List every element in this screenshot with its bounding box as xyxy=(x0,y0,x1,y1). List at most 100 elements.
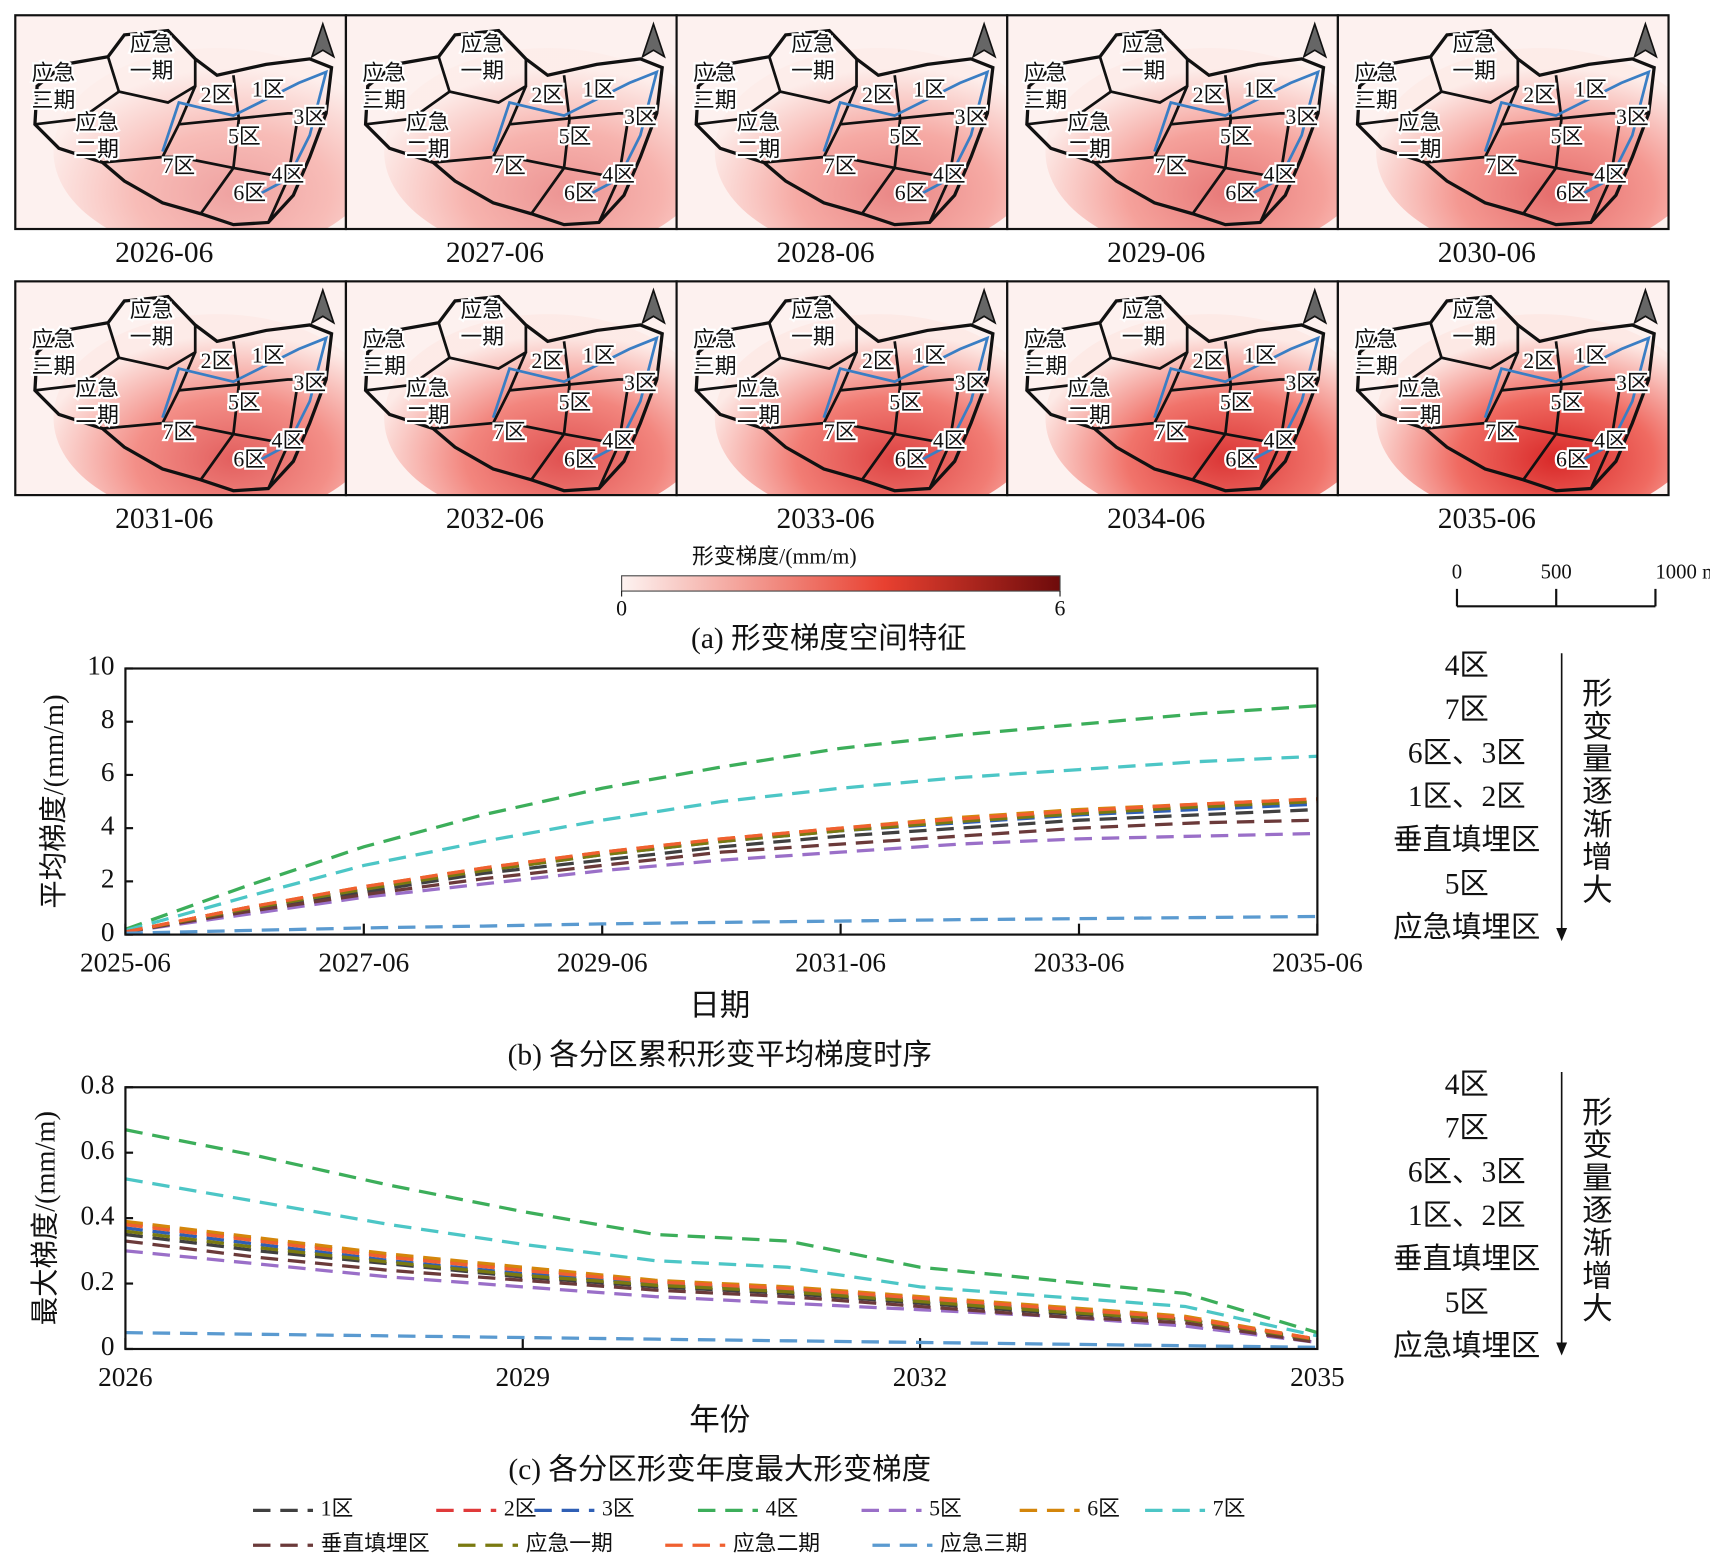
river xyxy=(822,335,990,463)
x-axis-label: 日期 xyxy=(689,989,750,1023)
zone-label: 4区 xyxy=(933,163,966,187)
zone-label: 4区 xyxy=(1594,163,1627,187)
legend-label: 7区 xyxy=(1213,1496,1246,1520)
zone-label: 6区 xyxy=(1225,181,1258,205)
region-border xyxy=(1357,356,1443,392)
zone-label: 1区 xyxy=(1575,78,1608,102)
legend-label: 应急三期 xyxy=(940,1531,1027,1555)
north-arrow xyxy=(1633,21,1658,59)
y-tick-label: 2 xyxy=(101,864,115,894)
zone-label: 1区 xyxy=(1244,78,1277,102)
caption: (a) 形变梯度空间特征 xyxy=(691,622,967,655)
zone-label: 6区 xyxy=(233,181,266,205)
region-border xyxy=(162,155,294,181)
y-tick-label: 0.8 xyxy=(80,1070,114,1100)
map-date: 2031-06 xyxy=(115,503,213,535)
region-border xyxy=(860,75,902,215)
zone-label: 7区 xyxy=(1154,420,1187,444)
side-arrow-head xyxy=(1556,928,1568,942)
zone-label: 二期 xyxy=(1067,138,1111,162)
y-tick-label: 0 xyxy=(101,1331,115,1361)
region-outline xyxy=(363,28,664,227)
region-border xyxy=(437,322,528,371)
zone-label: 应急 xyxy=(32,61,76,85)
map-date: 2034-06 xyxy=(1107,503,1205,535)
zone-label: 应急 xyxy=(693,61,737,85)
zone-label: 应急 xyxy=(737,110,781,134)
x-tick-label: 2033-06 xyxy=(1034,947,1125,977)
region-border xyxy=(1154,155,1286,181)
series-line xyxy=(125,802,1318,934)
zone-label: 应急 xyxy=(362,61,406,85)
legend-label: 2区 xyxy=(504,1496,537,1520)
caption: (c) 各分区形变年度最大形变梯度 xyxy=(508,1453,931,1486)
zone-label: 3区 xyxy=(1616,371,1649,395)
region-border xyxy=(1485,155,1617,181)
north-arrow xyxy=(971,21,997,59)
region-border xyxy=(178,378,327,392)
river xyxy=(161,335,329,463)
zone-label: 1区 xyxy=(1244,344,1277,368)
map-date: 2030-06 xyxy=(1438,237,1536,269)
region-outline xyxy=(363,294,664,493)
zone-label: 应急 xyxy=(130,298,174,322)
zone-label: 三期 xyxy=(32,355,76,379)
colorbar xyxy=(621,575,1061,592)
zone-label: 一期 xyxy=(791,325,835,349)
legend-label: 1区 xyxy=(321,1496,354,1520)
river xyxy=(1483,335,1651,463)
y-tick-label: 0.6 xyxy=(80,1135,114,1165)
region-border xyxy=(860,341,902,481)
side-note-item: 应急填埋区 xyxy=(1393,911,1540,944)
river xyxy=(491,335,659,463)
zone-label: 一期 xyxy=(1122,59,1166,83)
legend-label: 应急一期 xyxy=(526,1531,613,1555)
map-date: 2033-06 xyxy=(776,503,874,535)
series-line xyxy=(125,1330,1318,1349)
region-border xyxy=(365,90,451,126)
zone-label: 一期 xyxy=(1122,325,1166,349)
north-arrow xyxy=(310,21,336,59)
caption: (b) 各分区累积形变平均梯度时序 xyxy=(508,1039,932,1072)
region-outline xyxy=(33,294,334,493)
zone-label: 应急 xyxy=(1024,327,1068,351)
zone-label: 三期 xyxy=(1024,89,1068,113)
zone-label: 5区 xyxy=(1551,391,1584,415)
zone-label: 二期 xyxy=(1398,138,1442,162)
zone-label: 5区 xyxy=(889,391,922,415)
region-border xyxy=(1154,421,1286,447)
side-note-item: 7区 xyxy=(1445,1113,1489,1145)
region-border xyxy=(199,75,241,215)
zone-label: 6区 xyxy=(233,447,266,471)
region-border xyxy=(1357,90,1443,126)
north-arrow xyxy=(1633,287,1658,325)
zone-label: 应急 xyxy=(460,298,504,322)
zone-label: 应急 xyxy=(406,376,450,400)
zone-label: 2区 xyxy=(201,349,234,373)
zone-label: 7区 xyxy=(1154,154,1187,178)
region-border xyxy=(823,155,955,181)
river xyxy=(1153,69,1321,197)
zone-label: 7区 xyxy=(1485,420,1518,444)
y-tick-label: 0.2 xyxy=(80,1266,114,1296)
zone-label: 二期 xyxy=(75,404,119,428)
north-arrow xyxy=(1302,287,1328,325)
region-outline xyxy=(694,294,995,493)
series-line xyxy=(125,914,1318,935)
zone-label: 应急 xyxy=(75,376,119,400)
river xyxy=(822,69,990,197)
zone-label: 2区 xyxy=(531,83,564,107)
zone-label: 应急 xyxy=(693,327,737,351)
zone-label: 5区 xyxy=(559,124,592,148)
series-line xyxy=(125,1229,1318,1342)
north-arrow xyxy=(1302,21,1328,59)
zone-label: 2区 xyxy=(1193,83,1226,107)
plot-frame xyxy=(124,1086,1319,1351)
zone-label: 6区 xyxy=(1556,447,1589,471)
zone-label: 2区 xyxy=(1523,349,1556,373)
region-border xyxy=(1026,356,1112,392)
zone-label: 三期 xyxy=(362,89,406,113)
zone-label: 2区 xyxy=(531,349,564,373)
zone-label: 5区 xyxy=(1551,124,1584,148)
map-date: 2026-06 xyxy=(115,237,213,269)
